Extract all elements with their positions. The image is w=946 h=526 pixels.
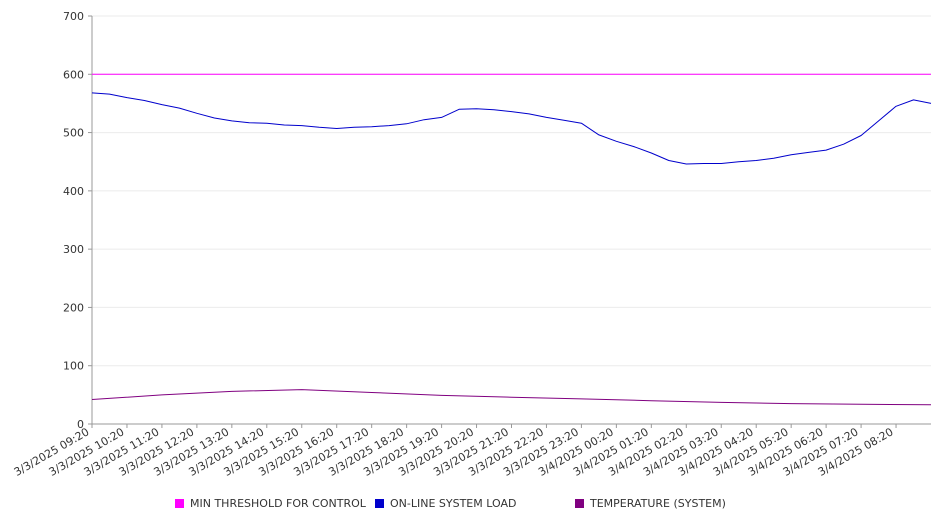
y-tick-label: 400 — [63, 185, 84, 198]
y-axis-ticks: 0 100 200 300 400 500 600 700 — [63, 10, 92, 431]
grid-lines — [92, 15, 931, 367]
legend-swatch-temperature — [575, 499, 584, 508]
legend-label-load: ON-LINE SYSTEM LOAD — [390, 497, 517, 510]
y-tick-label: 700 — [63, 10, 84, 23]
legend: MIN THRESHOLD FOR CONTROL ON-LINE SYSTEM… — [0, 497, 946, 517]
series-line-load — [91, 92, 932, 165]
legend-swatch-threshold — [175, 499, 184, 508]
y-tick-label: 200 — [63, 301, 84, 314]
y-tick-label: 500 — [63, 127, 84, 140]
legend-swatch-load — [375, 499, 384, 508]
legend-label-threshold: MIN THRESHOLD FOR CONTROL — [190, 497, 366, 510]
axes — [91, 16, 931, 425]
y-tick-label: 300 — [63, 243, 84, 256]
legend-item-load[interactable]: ON-LINE SYSTEM LOAD — [375, 497, 516, 510]
y-tick-label: 100 — [63, 360, 84, 373]
series-line-temperature — [91, 389, 932, 406]
legend-item-threshold[interactable]: MIN THRESHOLD FOR CONTROL — [175, 497, 366, 510]
y-tick-label: 0 — [77, 418, 84, 431]
legend-label-temperature: TEMPERATURE (SYSTEM) — [590, 497, 726, 510]
x-axis-ticks: 3/3/2025 09:203/3/2025 10:203/3/2025 11:… — [12, 424, 897, 479]
series-lines — [91, 73, 932, 406]
legend-item-temperature[interactable]: TEMPERATURE (SYSTEM) — [575, 497, 726, 510]
y-tick-label: 600 — [63, 68, 84, 81]
